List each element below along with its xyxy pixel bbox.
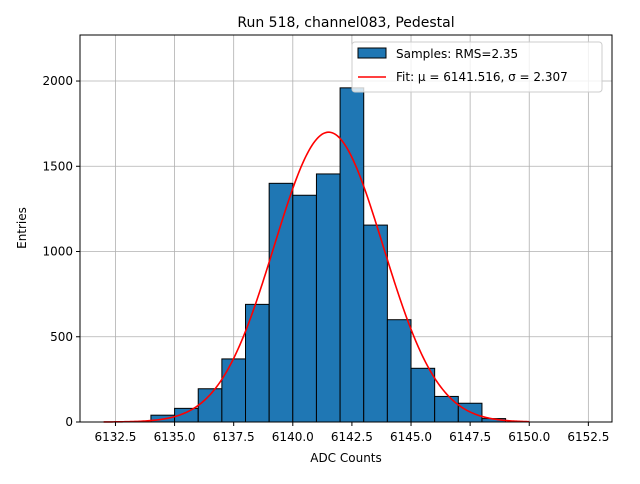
x-tick-label: 6152.5 xyxy=(567,430,609,444)
legend: Samples: RMS=2.35 Fit: μ = 6141.516, σ =… xyxy=(351,41,603,93)
x-tick-label: 6142.5 xyxy=(331,430,373,444)
legend-fit-label: Fit: μ = 6141.516, σ = 2.307 xyxy=(396,70,568,84)
histogram-bar xyxy=(363,224,388,423)
plot-frame xyxy=(79,34,613,423)
x-tick-label: 6150.0 xyxy=(508,430,550,444)
histogram-bar xyxy=(386,319,412,423)
x-tick-label: 6145.0 xyxy=(390,430,432,444)
y-tick-label: 1000 xyxy=(42,245,73,259)
histogram-bar xyxy=(268,182,294,423)
histogram-bar xyxy=(339,87,365,423)
fit-curve-layer xyxy=(103,131,530,423)
x-tick-label: 6132.5 xyxy=(94,430,136,444)
x-axis-ticks: 6132.5 6135.0 6137.5 6140.0 6142.5 6145.0 6147… xyxy=(94,422,609,444)
x-tick-label: 6135.0 xyxy=(154,430,196,444)
y-tick-label: 1500 xyxy=(42,159,73,173)
chart-title: Run 518, channel083, Pedestal xyxy=(237,15,454,31)
histogram-bar xyxy=(315,173,341,423)
x-tick-label: 6137.5 xyxy=(213,430,255,444)
histogram-bar xyxy=(434,395,459,423)
x-axis-title: ADC Counts xyxy=(310,451,382,465)
histogram-bar xyxy=(410,367,436,423)
histogram-bar xyxy=(221,358,247,423)
y-axis-ticks: 0 500 1000 1500 2000 xyxy=(42,74,80,429)
legend-histogram-swatch xyxy=(357,47,387,59)
x-tick-label: 6147.5 xyxy=(449,430,491,444)
x-tick-label: 6140.0 xyxy=(272,430,314,444)
y-tick-label: 500 xyxy=(50,330,73,344)
histogram-bar xyxy=(292,194,317,423)
histogram-bars xyxy=(150,87,507,423)
legend-box xyxy=(351,41,603,93)
y-tick-label: 2000 xyxy=(42,74,73,88)
y-tick-label: 0 xyxy=(65,415,73,429)
y-axis-title: Entries xyxy=(15,207,29,249)
fit-curve xyxy=(103,131,530,423)
legend-histogram-label: Samples: RMS=2.35 xyxy=(396,47,518,61)
